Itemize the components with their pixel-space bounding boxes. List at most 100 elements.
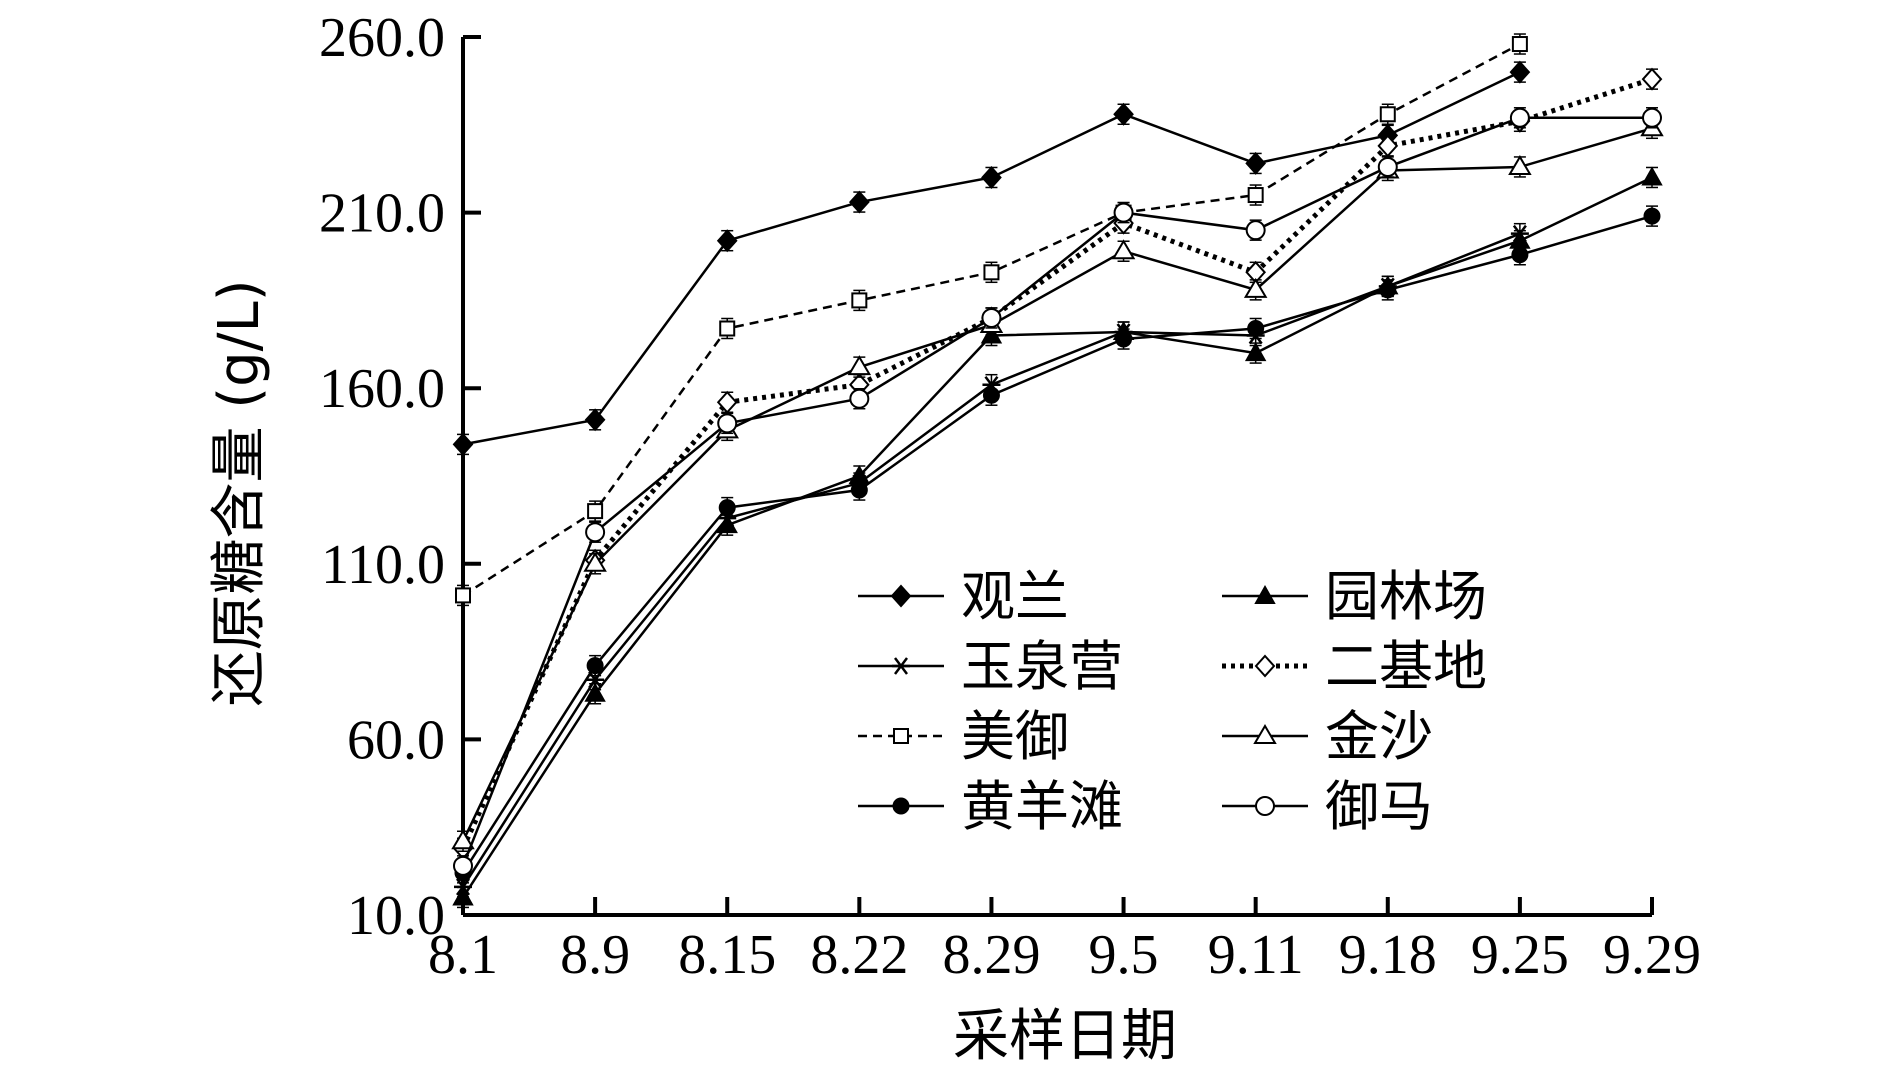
data-point [851,292,868,309]
data-point [983,264,1000,281]
data-point [452,886,474,906]
legend-marker [892,797,910,815]
data-point [1641,67,1663,91]
data-point [1113,202,1134,223]
data-point [455,587,471,604]
data-point [1508,154,1532,175]
x-tick-label: 9.18 [1339,924,1437,986]
data-point [451,829,475,850]
data-point [1379,106,1396,123]
data-point [583,551,607,572]
x-axis-title: 采样日期 [953,1004,1177,1069]
data-point [1377,156,1398,177]
y-tick-label: 260.0 [319,7,445,69]
data-point [1511,36,1528,53]
series-layer [451,33,1664,909]
legend-item: 美御 [858,705,1069,768]
legend-marker [892,657,910,675]
data-point [1509,229,1531,249]
data-point [1641,166,1663,186]
y-tick-label: 10.0 [347,885,445,947]
legend-marker [1255,796,1275,816]
x-tick-label: 9.25 [1471,924,1569,986]
legend-marker [1254,654,1276,678]
legend-label: 二基地 [1325,635,1487,698]
data-point [847,355,872,376]
legend-item: 二基地 [1222,635,1487,698]
data-point [1247,319,1265,337]
data-point [1377,134,1399,158]
data-point [1642,107,1662,128]
legend-marker [893,728,909,744]
legend-marker [1253,724,1277,744]
data-point [716,514,738,534]
data-point [586,657,604,675]
legend-label: 金沙 [1325,705,1433,768]
legend-item: 园林场 [1222,565,1487,628]
axes: 10.0 60.0 110.0 160.0 210.0 260.0 8.1 8.9 8.15 8.… [319,7,1701,986]
legend-label: 观兰 [961,565,1069,628]
x-tick-label: 8.29 [942,924,1040,986]
data-point [1244,342,1267,362]
y-axis-title: 还原糖含量 (g/L) [207,279,272,706]
series-8 [453,107,1662,877]
data-point [584,682,606,702]
data-point [981,165,1002,189]
data-point [1509,107,1530,128]
x-tick-label: 9.29 [1603,924,1701,986]
data-point [584,408,606,432]
data-point [1247,187,1264,204]
data-point [452,432,474,456]
legend-label: 园林场 [1325,565,1487,628]
series-line [461,127,1653,842]
legend-item: 黄羊滩 [858,775,1123,838]
legend-label: 玉泉营 [961,635,1123,698]
legend-marker [890,584,912,608]
legend-item: 观兰 [858,565,1069,628]
x-tick-label: 8.15 [678,924,776,986]
data-point [849,388,870,409]
series-line [461,214,1653,874]
data-point [1243,277,1268,298]
legend-marker [1254,584,1276,604]
series-5 [452,166,1663,909]
data-point [719,320,736,337]
data-point [1377,275,1399,295]
data-point [586,670,605,689]
data-point [1113,102,1134,126]
data-point [718,499,736,517]
legend-item: 御马 [1222,775,1433,838]
data-point [453,855,473,876]
series-line [461,176,1653,899]
legend-label: 御马 [1325,775,1433,838]
x-tick-label: 8.22 [810,924,908,986]
x-tick-label: 8.1 [428,924,498,986]
data-point [1245,220,1266,241]
data-point [1111,239,1136,260]
series-3 [455,33,1528,607]
x-tick-label: 9.11 [1208,924,1304,986]
legend-label: 美御 [961,705,1069,768]
series-line [460,76,1653,850]
legend-item: 玉泉营 [858,635,1123,698]
data-point [1643,207,1661,225]
x-tick-label: 8.9 [560,924,630,986]
y-tick-label: 110.0 [321,534,445,596]
x-tick-label: 9.5 [1089,924,1159,986]
data-point [1509,60,1531,84]
series-line [461,116,1652,867]
y-tick-label: 60.0 [347,709,445,771]
y-tick-label: 210.0 [319,183,445,245]
data-point [585,522,606,543]
data-point [587,503,604,520]
legend-label: 黄羊滩 [961,775,1123,838]
data-point [716,390,738,414]
data-point [717,413,738,434]
data-point [1112,320,1135,341]
data-point [848,464,871,484]
data-point [982,386,1000,404]
y-tick-label: 160.0 [319,358,445,420]
data-point [848,190,870,214]
